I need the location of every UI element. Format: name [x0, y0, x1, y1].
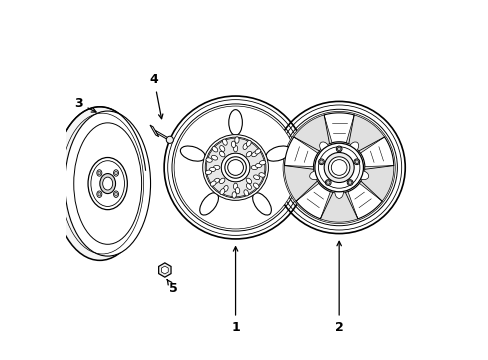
Ellipse shape — [210, 181, 216, 186]
Circle shape — [346, 180, 352, 185]
Ellipse shape — [102, 177, 112, 190]
Ellipse shape — [209, 167, 215, 172]
Ellipse shape — [233, 145, 237, 152]
Polygon shape — [324, 113, 353, 144]
Circle shape — [326, 181, 329, 184]
Ellipse shape — [355, 171, 368, 180]
Polygon shape — [345, 181, 382, 219]
Circle shape — [224, 157, 246, 178]
Ellipse shape — [222, 139, 227, 145]
Text: 2: 2 — [334, 241, 343, 334]
Ellipse shape — [254, 149, 260, 154]
Ellipse shape — [251, 165, 257, 170]
Ellipse shape — [319, 142, 329, 153]
Polygon shape — [150, 125, 159, 137]
Ellipse shape — [180, 146, 205, 161]
Ellipse shape — [232, 192, 236, 198]
Polygon shape — [284, 166, 318, 201]
Ellipse shape — [74, 123, 142, 244]
Ellipse shape — [347, 142, 358, 153]
Ellipse shape — [252, 193, 271, 215]
Ellipse shape — [88, 157, 127, 210]
Polygon shape — [358, 137, 393, 169]
Ellipse shape — [53, 107, 146, 260]
Ellipse shape — [211, 155, 217, 160]
Polygon shape — [155, 130, 170, 141]
Ellipse shape — [213, 165, 220, 170]
Ellipse shape — [200, 193, 218, 215]
Ellipse shape — [98, 171, 101, 175]
Ellipse shape — [223, 185, 228, 192]
Ellipse shape — [219, 151, 224, 157]
Ellipse shape — [244, 190, 248, 196]
Circle shape — [325, 180, 330, 185]
Polygon shape — [320, 192, 357, 222]
Ellipse shape — [246, 184, 251, 189]
Ellipse shape — [114, 171, 117, 175]
Ellipse shape — [253, 175, 259, 180]
Text: 4: 4 — [149, 73, 163, 119]
Ellipse shape — [265, 146, 290, 161]
Ellipse shape — [235, 188, 239, 194]
Ellipse shape — [253, 183, 259, 188]
Ellipse shape — [114, 192, 117, 196]
Ellipse shape — [258, 173, 264, 177]
Text: 3: 3 — [74, 97, 96, 112]
Circle shape — [166, 136, 173, 143]
Polygon shape — [158, 263, 171, 277]
Ellipse shape — [246, 151, 251, 157]
Ellipse shape — [97, 170, 102, 176]
Polygon shape — [296, 181, 332, 219]
Ellipse shape — [97, 191, 102, 197]
Ellipse shape — [219, 178, 224, 184]
Ellipse shape — [113, 191, 118, 197]
Ellipse shape — [246, 140, 251, 147]
Circle shape — [324, 153, 353, 183]
Ellipse shape — [205, 158, 212, 162]
Circle shape — [318, 159, 324, 165]
Text: 1: 1 — [231, 247, 240, 334]
Ellipse shape — [251, 152, 257, 157]
Ellipse shape — [246, 178, 251, 184]
Ellipse shape — [233, 183, 237, 190]
Circle shape — [203, 135, 268, 201]
Circle shape — [354, 160, 358, 163]
Circle shape — [174, 106, 296, 229]
Ellipse shape — [219, 145, 224, 152]
Ellipse shape — [334, 185, 343, 198]
Circle shape — [283, 111, 394, 224]
Ellipse shape — [205, 170, 211, 175]
Circle shape — [319, 160, 323, 163]
Circle shape — [221, 153, 249, 182]
Polygon shape — [293, 115, 331, 153]
Ellipse shape — [255, 163, 262, 168]
Ellipse shape — [231, 141, 235, 148]
Polygon shape — [346, 115, 384, 153]
Ellipse shape — [212, 147, 217, 152]
Wedge shape — [206, 138, 264, 197]
Ellipse shape — [243, 143, 247, 149]
Ellipse shape — [98, 192, 101, 196]
Polygon shape — [359, 166, 393, 201]
Circle shape — [314, 143, 363, 192]
Polygon shape — [161, 266, 168, 274]
Ellipse shape — [65, 111, 150, 256]
Ellipse shape — [113, 170, 118, 176]
Circle shape — [337, 147, 340, 151]
Circle shape — [336, 146, 341, 152]
Circle shape — [353, 159, 359, 165]
Text: 5: 5 — [167, 280, 178, 296]
Ellipse shape — [234, 137, 239, 143]
Ellipse shape — [220, 189, 224, 195]
Ellipse shape — [213, 178, 219, 183]
Ellipse shape — [100, 174, 115, 194]
Circle shape — [328, 157, 349, 178]
Circle shape — [347, 181, 351, 184]
Ellipse shape — [228, 110, 242, 135]
Polygon shape — [284, 137, 319, 169]
Ellipse shape — [259, 161, 265, 165]
Ellipse shape — [309, 171, 322, 180]
